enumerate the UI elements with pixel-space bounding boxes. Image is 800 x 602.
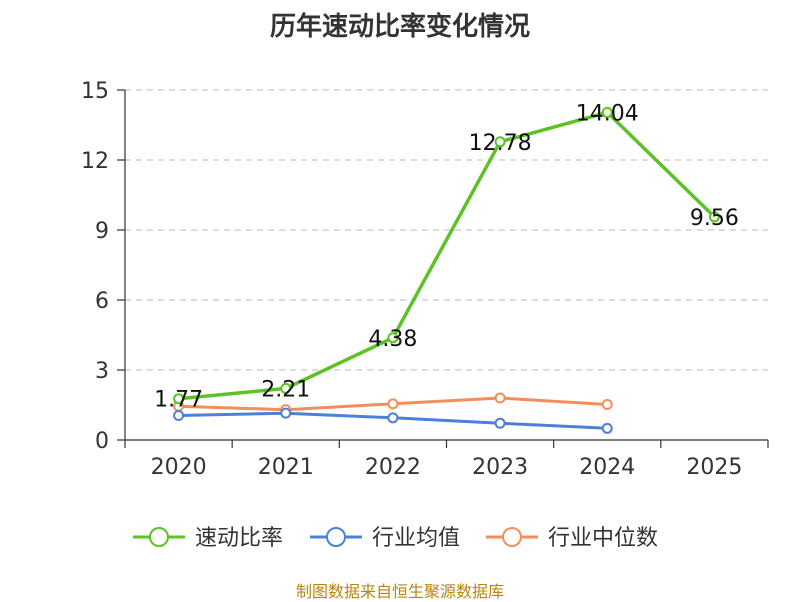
legend-label: 行业中位数 [548,526,658,551]
data-label: 14.04 [576,101,639,126]
legend-item[interactable]: 速动比率 [133,526,283,551]
source-note: 制图数据来自恒生聚源数据库 [295,582,504,601]
y-tick-label: 3 [95,359,109,384]
legend-swatch-marker [326,527,346,547]
data-label: 1.77 [154,388,203,413]
y-tick-label: 12 [81,149,109,174]
data-point [708,211,720,223]
x-tick-label: 2024 [579,455,635,480]
data-point [173,410,185,421]
x-tick-label: 2020 [151,455,207,480]
y-tick-label: 15 [81,79,109,104]
legend-label: 行业均值 [372,526,460,551]
legend-swatch-marker [149,527,169,547]
data-point [173,393,185,405]
legend-item[interactable]: 行业中位数 [486,526,658,551]
legend-item[interactable]: 行业均值 [310,526,460,551]
x-tick-label: 2021 [258,455,314,480]
data-point [280,407,292,419]
data-point [601,422,613,434]
x-tick-label: 2022 [365,455,421,480]
legend-label: 速动比率 [195,526,283,551]
data-point [387,412,399,424]
y-tick-label: 6 [95,289,109,314]
data-label: 2.21 [261,377,310,402]
data-point [601,399,613,411]
data-point [601,106,613,118]
x-tick-label: 2023 [472,455,528,480]
data-label: 12.78 [469,131,532,156]
data-label: 4.38 [368,327,417,352]
gridlines [125,89,768,371]
data-labels: 1.77 2.21 4.38 12.78 14.04 9.56 [154,101,739,412]
legend[interactable]: 速动比率 行业均值 行业中位数 [133,526,658,551]
series-lines [173,106,720,434]
data-point [494,417,506,429]
axes: 0 3 6 9 12 15 2020 2021 2022 2023 2024 2025 [81,79,769,480]
legend-swatch-marker [502,527,522,547]
data-label: 9.56 [690,206,739,231]
data-point [280,382,292,394]
data-point [494,136,506,148]
data-point [387,332,399,344]
series-line [178,110,716,401]
data-point [494,392,506,404]
data-point [387,398,399,410]
y-tick-label: 9 [95,219,109,244]
chart-title: 历年速动比率变化情况 [269,12,530,42]
y-tick-label: 0 [95,429,109,454]
x-tick-label: 2025 [686,455,742,480]
